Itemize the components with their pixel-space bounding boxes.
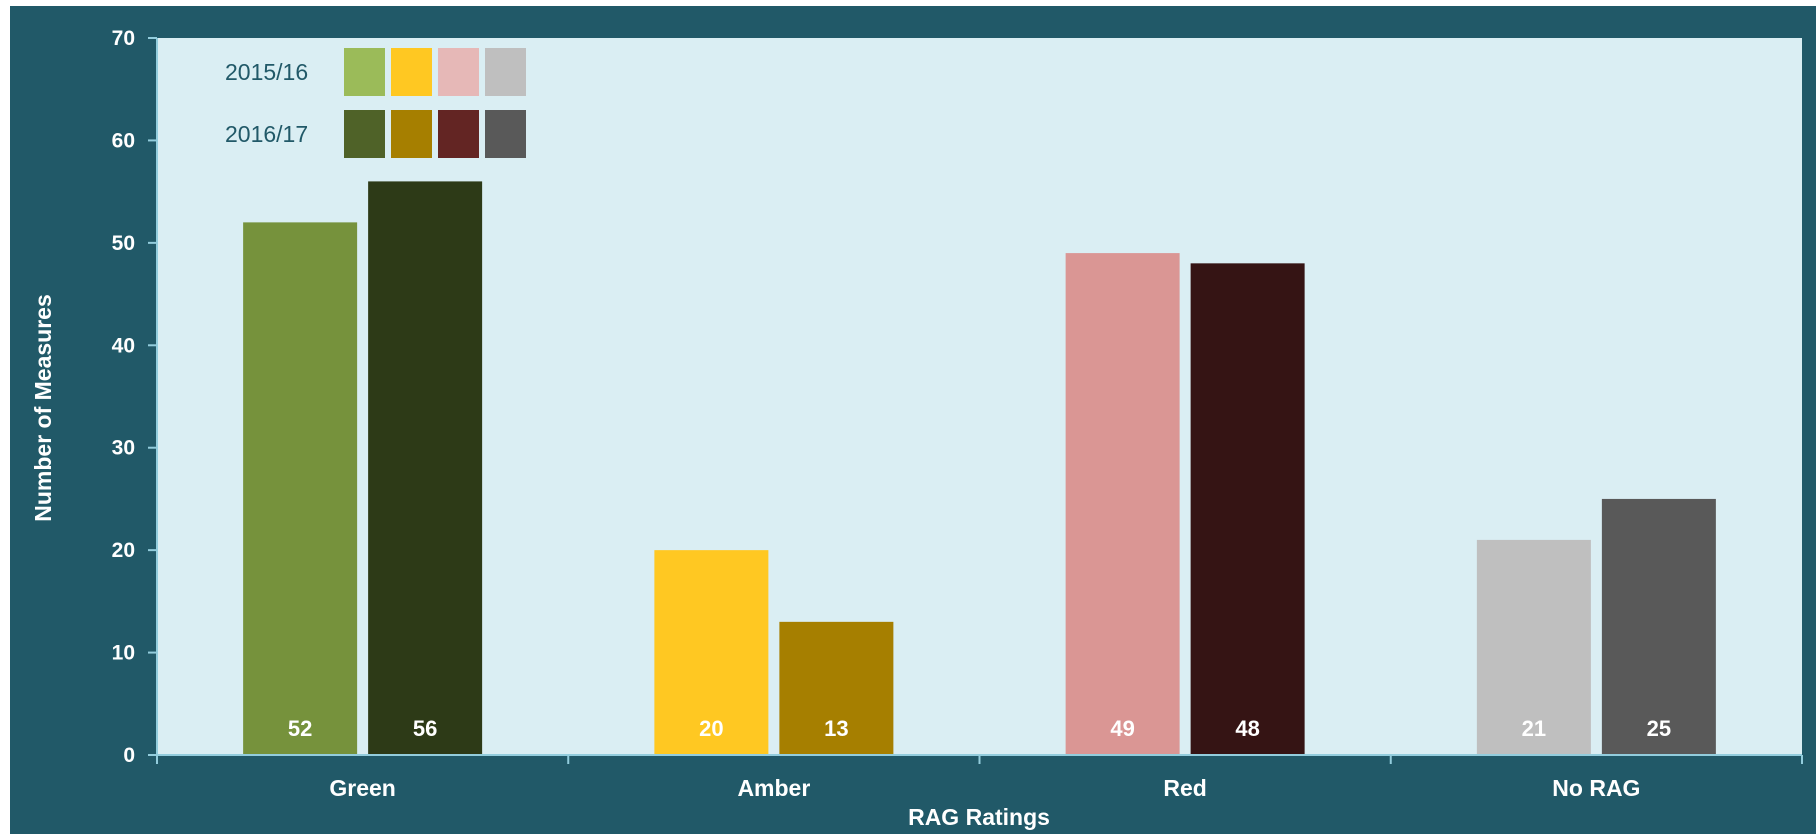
legend-swatch: [485, 48, 526, 96]
legend-swatch: [344, 48, 385, 96]
data-label: 20: [699, 716, 723, 741]
legend-swatch: [391, 110, 432, 158]
legend-swatch: [391, 48, 432, 96]
y-tick-label: 70: [112, 27, 135, 50]
legend-swatch: [438, 48, 479, 96]
y-tick-label: 60: [112, 129, 135, 152]
bar-no-rag-series-2: [1601, 498, 1716, 755]
y-tick-label: 0: [123, 744, 135, 767]
y-tick-label: 20: [112, 539, 135, 562]
legend-swatch: [438, 110, 479, 158]
x-tick-label: Green: [329, 775, 395, 801]
bar-green-series-2: [368, 181, 483, 755]
legend-label: 2016/17: [225, 121, 308, 147]
x-tick-label: Amber: [737, 775, 810, 801]
y-axis-title: Number of Measures: [30, 294, 56, 522]
bar-red-series-1: [1065, 253, 1180, 755]
y-tick-label: 50: [112, 232, 135, 255]
legend: 2015/16 2016/17: [225, 48, 526, 158]
bar-amber-series-1: [654, 550, 769, 755]
data-label: 52: [288, 716, 312, 741]
legend-swatch: [485, 110, 526, 158]
axes-layer: 0 10 20 30 40 50 60 70 Green Amber Red No RAG: [112, 27, 1803, 801]
y-tick-label: 40: [112, 334, 135, 357]
x-tick-label: Red: [1163, 775, 1206, 801]
y-tick-label: 10: [112, 642, 135, 665]
bars-layer: [243, 181, 1716, 755]
data-label: 25: [1647, 716, 1671, 741]
bar-no-rag-series-1: [1476, 539, 1591, 755]
data-label: 21: [1522, 716, 1546, 741]
legend-label: 2015/16: [225, 59, 308, 85]
data-labels-layer: 52 56 20 13 49 48 21 25: [288, 716, 1671, 741]
bar-amber-series-2: [779, 621, 894, 755]
x-axis-title: RAG Ratings: [908, 804, 1050, 830]
legend-swatch: [344, 110, 385, 158]
data-label: 13: [824, 716, 848, 741]
y-tick-label: 30: [112, 437, 135, 460]
data-label: 49: [1110, 716, 1134, 741]
bar-red-series-2: [1190, 263, 1305, 755]
bar-green-series-1: [243, 222, 358, 755]
data-label: 56: [413, 716, 437, 741]
data-label: 48: [1235, 716, 1259, 741]
x-tick-label: No RAG: [1552, 775, 1640, 801]
